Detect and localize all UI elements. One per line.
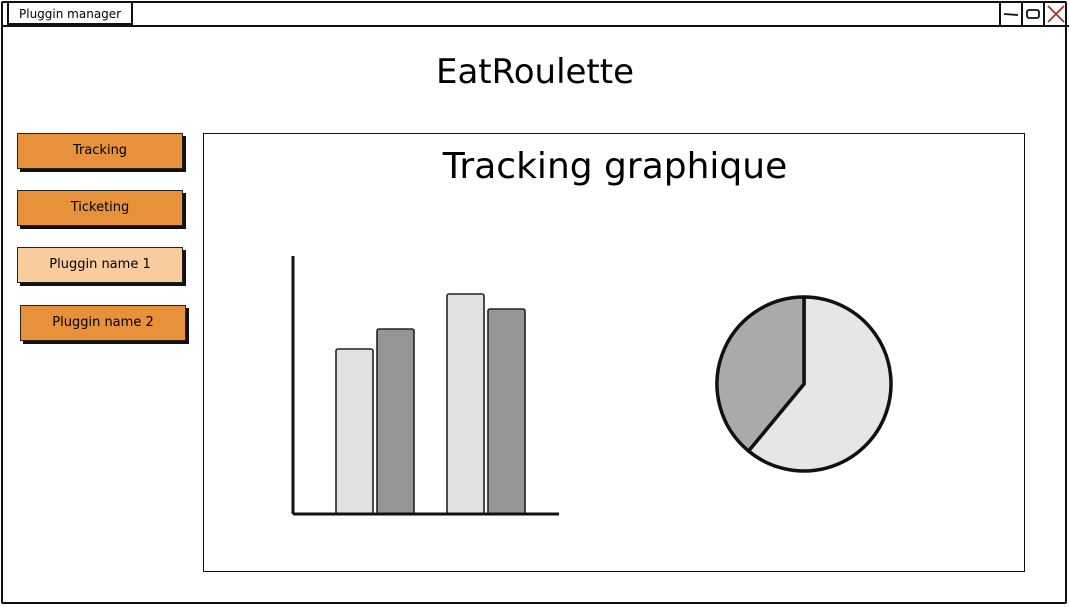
app-title: EatRoulette: [435, 52, 635, 92]
title-bar: Pluggin manager: [3, 3, 1069, 27]
close-icon[interactable]: [1043, 3, 1067, 25]
minimize-icon[interactable]: [999, 3, 1021, 25]
restore-icon[interactable]: [1021, 3, 1043, 25]
sidebar-item-pluggin-name-1[interactable]: Pluggin name 1: [17, 247, 183, 283]
window-tab[interactable]: Pluggin manager: [7, 3, 134, 25]
sidebar-item-pluggin-name-2[interactable]: Pluggin name 2: [20, 305, 186, 341]
pie-slice-2: [715, 295, 806, 453]
sidebar-item-tracking[interactable]: Tracking: [17, 133, 183, 169]
bar-chart: [291, 256, 559, 516]
bar-series2-cat1: [376, 328, 415, 515]
bar-series2-cat2: [487, 308, 526, 515]
panel-title: Tracking graphique: [442, 146, 788, 187]
bar-series1-cat1: [335, 348, 374, 515]
tracking-panel: Tracking graphique: [203, 133, 1025, 572]
sidebar-item-ticketing[interactable]: Ticketing: [17, 190, 183, 226]
pie-slice-1: [746, 295, 893, 473]
bar-series1-cat2: [446, 293, 485, 515]
pie-chart: [715, 295, 893, 473]
